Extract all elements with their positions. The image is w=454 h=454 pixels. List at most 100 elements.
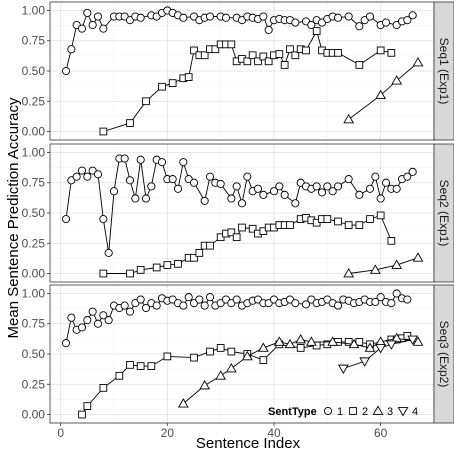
data-point-square [174,259,182,268]
data-point-circle [387,299,396,308]
data-point-circle [323,182,332,191]
data-point-triangle-up [327,336,339,346]
facet-strip-label: Seq1 (Exp1) [437,38,451,105]
y-tick-label: 0.75 [22,176,46,190]
data-point-square [115,371,124,380]
data-point-square [302,46,310,55]
series-triangle-down [337,335,419,375]
data-point-square [296,344,305,352]
facet-strip [433,1,454,141]
data-point-square [99,384,108,392]
data-point-triangle-up [257,342,269,352]
data-point-circle [243,172,252,181]
data-point-circle [269,187,279,196]
data-point-circle [136,13,145,22]
data-point-square [376,46,385,55]
data-point-square [195,249,204,257]
data-point-square [334,48,342,57]
y-tick-label: 0.25 [22,236,46,250]
y-tick-label: 0.75 [22,34,46,48]
data-point-triangle-up [364,342,376,352]
legend-label: 4 [412,406,418,418]
data-point-triangle-up [295,333,307,344]
data-point-circle [179,158,188,167]
data-point-square [136,362,145,370]
data-point-triangle-up [412,252,424,262]
data-point-circle [291,199,300,208]
data-point-square [344,338,353,346]
data-point-square [158,82,166,91]
data-point-square [387,236,396,245]
data-point-triangle-down [359,357,371,367]
y-tick-label: 0.25 [22,377,46,391]
data-point-triangle-up [391,259,403,269]
series-square [99,27,396,136]
data-point-circle [61,339,71,348]
data-point-circle [125,176,135,185]
data-point-square [355,221,364,229]
data-point-circle [120,301,129,310]
data-point-triangle-up [305,336,317,346]
y-tick-label: 0.25 [22,94,46,108]
panel-2: 0.00 0.25 0.50 0.75 1.00 Seq2 (Exp1) [22,143,454,283]
data-point-circle [83,172,92,181]
facet-strip-label: Seq3 (Exp2) [437,321,451,388]
data-point-circle [61,215,71,224]
data-point-square [323,215,332,223]
data-point-square [248,224,257,233]
data-point-square [264,57,273,66]
data-point-circle [109,187,119,196]
data-point-circle [104,316,113,325]
data-point-square [206,241,214,250]
data-point-circle [67,45,76,54]
legend-entry: 1 [323,406,343,418]
legend-title: SentType [268,406,317,418]
data-point-circle [291,299,300,308]
data-point-circle [259,12,268,21]
data-point-circle [344,175,353,184]
data-point-square [286,45,294,54]
data-point-square [168,79,177,87]
data-point-square [126,269,134,278]
y-tick-label: 1.00 [22,3,46,17]
data-point-square [376,211,385,220]
data-point-circle [344,12,353,21]
data-point-circle [125,307,135,316]
data-point-square [366,215,374,223]
data-point-circle [200,301,209,310]
data-point-circle [403,16,412,25]
series-line [183,337,419,404]
data-point-circle [195,295,204,304]
data-point-circle [83,8,92,17]
legend-key-triangle-up [372,405,384,415]
data-point-triangle-down [337,364,349,375]
data-point-square [190,253,198,262]
legend-key-triangle-down [397,407,409,417]
data-point-square [163,352,172,361]
x-tick-label: 60 [374,426,388,440]
data-point-square [280,61,289,69]
data-point-square [275,50,284,58]
y-tick-label: 0.50 [22,206,46,220]
data-point-triangle-up [177,398,189,408]
data-point-triangle-up [241,350,253,361]
data-point-square [99,269,108,278]
data-point-circle [67,313,76,322]
data-point-circle [275,182,284,191]
data-point-circle [93,319,103,328]
data-point-square [334,217,342,226]
data-point-circle [301,300,311,309]
data-point-circle [376,293,385,302]
data-point-square [355,61,364,69]
data-point-triangle-up [412,57,424,67]
data-point-circle [227,194,236,203]
data-point-circle [371,172,380,181]
data-point-square [83,402,92,410]
data-point-square [227,228,236,237]
facet-strip [433,143,454,283]
data-point-circle [205,12,215,21]
data-point-square [243,57,252,66]
data-point-square [190,46,198,55]
y-tick-label: 1.00 [22,145,46,159]
